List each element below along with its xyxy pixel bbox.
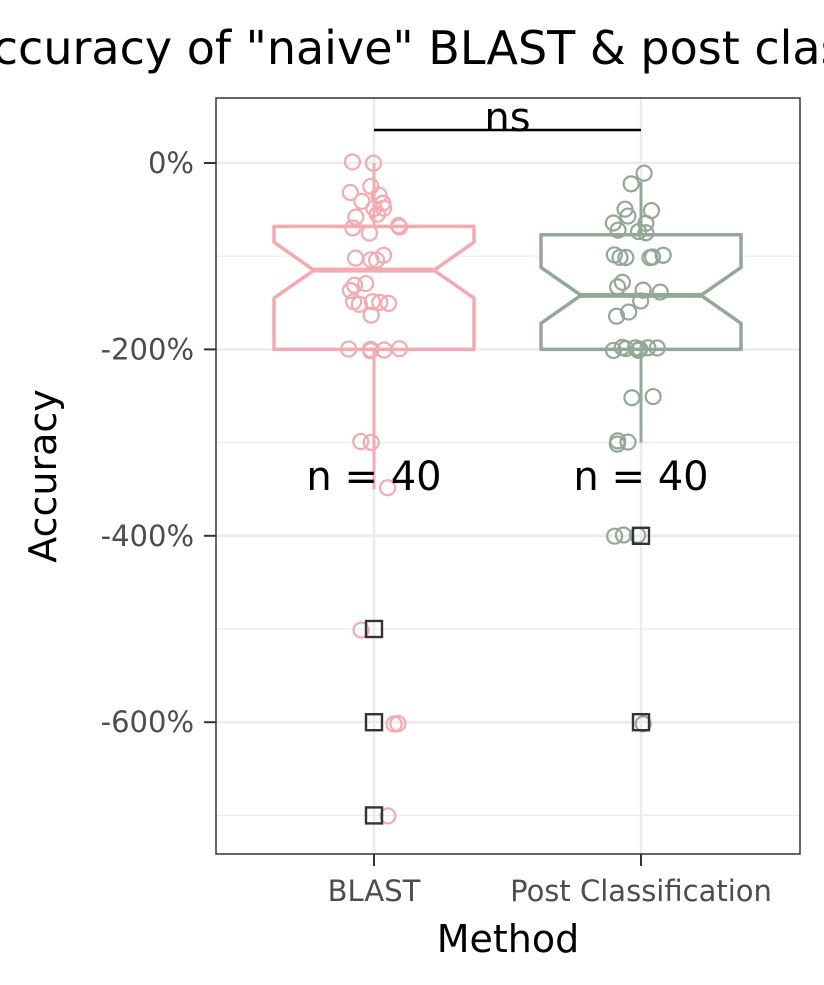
x-tick-label: BLAST [328, 874, 421, 908]
data-point [623, 389, 641, 407]
data-point [390, 218, 409, 236]
data-point [340, 340, 358, 358]
data-point [371, 293, 389, 312]
data-point [634, 281, 652, 299]
outlier-markers [364, 526, 651, 825]
data-point [608, 278, 627, 296]
data-point [379, 479, 397, 497]
data-point [362, 177, 380, 195]
data-point [619, 433, 637, 451]
data-point [362, 251, 380, 269]
data-point [363, 293, 381, 311]
data-point [617, 248, 635, 267]
data-point [644, 387, 662, 406]
outlier-marker [364, 806, 384, 825]
data-point [632, 292, 650, 310]
data-point [629, 341, 647, 359]
data-point [379, 807, 397, 825]
box-body [272, 224, 476, 352]
data-point [637, 224, 655, 242]
x-tick-label: Post Classification [510, 874, 772, 908]
data-point [361, 342, 380, 360]
data-point [343, 153, 362, 171]
data-point [390, 340, 409, 358]
data-point [347, 208, 365, 226]
data-point [619, 207, 637, 225]
data-point [613, 338, 631, 357]
jitter-points [340, 153, 672, 825]
axes: 0% -200% -400% -600% BLAST Post Classificatio… [101, 146, 772, 908]
y-tick-label: 0% [148, 146, 194, 180]
data-point [605, 246, 623, 264]
data-point [648, 339, 666, 357]
data-point [389, 715, 407, 733]
x-axis-title: Method [437, 917, 580, 961]
data-point [654, 246, 672, 264]
data-point [362, 433, 380, 451]
data-point [635, 164, 653, 182]
data-point [639, 339, 657, 357]
plot-panel-border [215, 97, 801, 855]
data-point [609, 221, 627, 239]
data-point [344, 219, 362, 237]
data-point [620, 303, 638, 321]
n-label: n = 40 [573, 454, 708, 500]
n-label: n = 40 [306, 454, 441, 500]
data-point [609, 432, 627, 450]
significance-label: ns [484, 95, 530, 141]
box-body [539, 233, 743, 352]
outlier-marker [631, 526, 651, 545]
data-point [357, 274, 375, 293]
data-point [360, 224, 379, 242]
data-point [362, 306, 380, 324]
data-point [345, 293, 363, 311]
data-point [631, 340, 649, 358]
data-point [613, 273, 632, 291]
data-point [622, 175, 640, 193]
y-tick-label: -200% [101, 332, 194, 366]
data-point [651, 283, 669, 301]
y-axis-title: Accuracy [21, 389, 65, 563]
data-point [641, 249, 659, 267]
boxes [272, 163, 743, 490]
data-point [352, 432, 370, 451]
outlier-marker [364, 713, 384, 732]
data-point [606, 527, 624, 545]
chart-title: Accuracy of "naive" BLAST & post classif… [0, 21, 824, 75]
data-point [629, 222, 648, 241]
data-point [607, 307, 626, 325]
y-tick-label: -600% [101, 705, 194, 739]
data-point [341, 281, 360, 300]
y-tick-label: -400% [101, 519, 194, 553]
outlier-marker [364, 619, 384, 639]
data-point [346, 276, 364, 294]
data-point [352, 621, 370, 639]
data-point [604, 341, 623, 360]
data-point [341, 183, 359, 202]
data-point [368, 251, 386, 269]
outlier-marker [631, 713, 651, 732]
annotations: n = 40 n = 40 ns [306, 95, 708, 500]
grid-lines [216, 98, 800, 854]
data-point [379, 294, 398, 313]
data-point [364, 154, 383, 172]
data-point [368, 205, 386, 223]
